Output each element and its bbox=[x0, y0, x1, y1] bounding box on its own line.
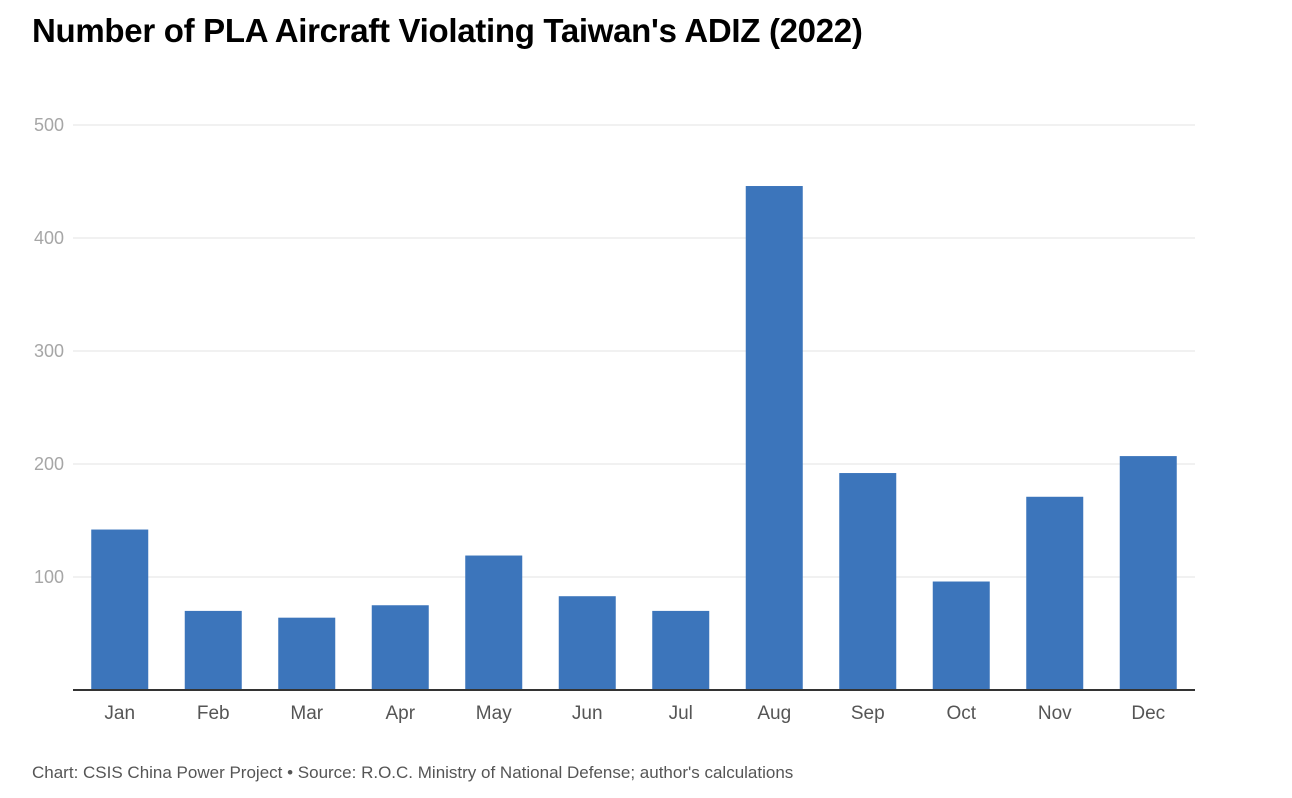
bar-oct bbox=[932, 581, 990, 690]
bar-nov bbox=[1026, 496, 1084, 690]
x-tick-label-feb: Feb bbox=[197, 703, 230, 724]
x-axis-tick-labels: Jan Feb Mar Apr May Jun Jul Aug Sep Oct Nov Dec bbox=[104, 703, 1165, 724]
x-tick-label-may: May bbox=[476, 703, 512, 724]
bars bbox=[91, 186, 1177, 690]
bar-feb bbox=[184, 610, 242, 690]
x-tick-label-apr: Apr bbox=[385, 703, 415, 724]
x-tick-label-oct: Oct bbox=[946, 703, 976, 724]
x-tick-label-jan: Jan bbox=[104, 703, 135, 724]
x-tick-label-aug: Aug bbox=[757, 703, 791, 724]
y-tick-label: 500 bbox=[34, 115, 64, 135]
bar-sep bbox=[839, 473, 897, 690]
chart-source-footer: Chart: CSIS China Power Project • Source… bbox=[32, 763, 794, 782]
y-tick-label: 100 bbox=[34, 567, 64, 587]
bar-dec bbox=[1119, 456, 1177, 690]
gridlines bbox=[73, 124, 1195, 578]
y-tick-label: 200 bbox=[34, 454, 64, 474]
bar-may bbox=[465, 555, 523, 690]
bar-apr bbox=[371, 605, 429, 690]
x-tick-label-dec: Dec bbox=[1131, 703, 1165, 724]
bar-aug bbox=[745, 186, 803, 690]
y-tick-label: 400 bbox=[34, 228, 64, 248]
bar-jul bbox=[652, 610, 710, 690]
x-tick-label-jul: Jul bbox=[669, 703, 693, 724]
x-tick-label-sep: Sep bbox=[851, 703, 885, 724]
x-tick-label-nov: Nov bbox=[1038, 703, 1072, 724]
y-axis-tick-labels: 100 200 300 400 500 bbox=[34, 115, 64, 587]
bar-mar bbox=[278, 617, 336, 690]
y-tick-label: 300 bbox=[34, 341, 64, 361]
x-tick-label-mar: Mar bbox=[290, 703, 323, 724]
bar-jan bbox=[91, 529, 149, 690]
chart-title: Number of PLA Aircraft Violating Taiwan'… bbox=[32, 12, 863, 49]
bar-jun bbox=[558, 596, 616, 690]
x-tick-label-jun: Jun bbox=[572, 703, 603, 724]
